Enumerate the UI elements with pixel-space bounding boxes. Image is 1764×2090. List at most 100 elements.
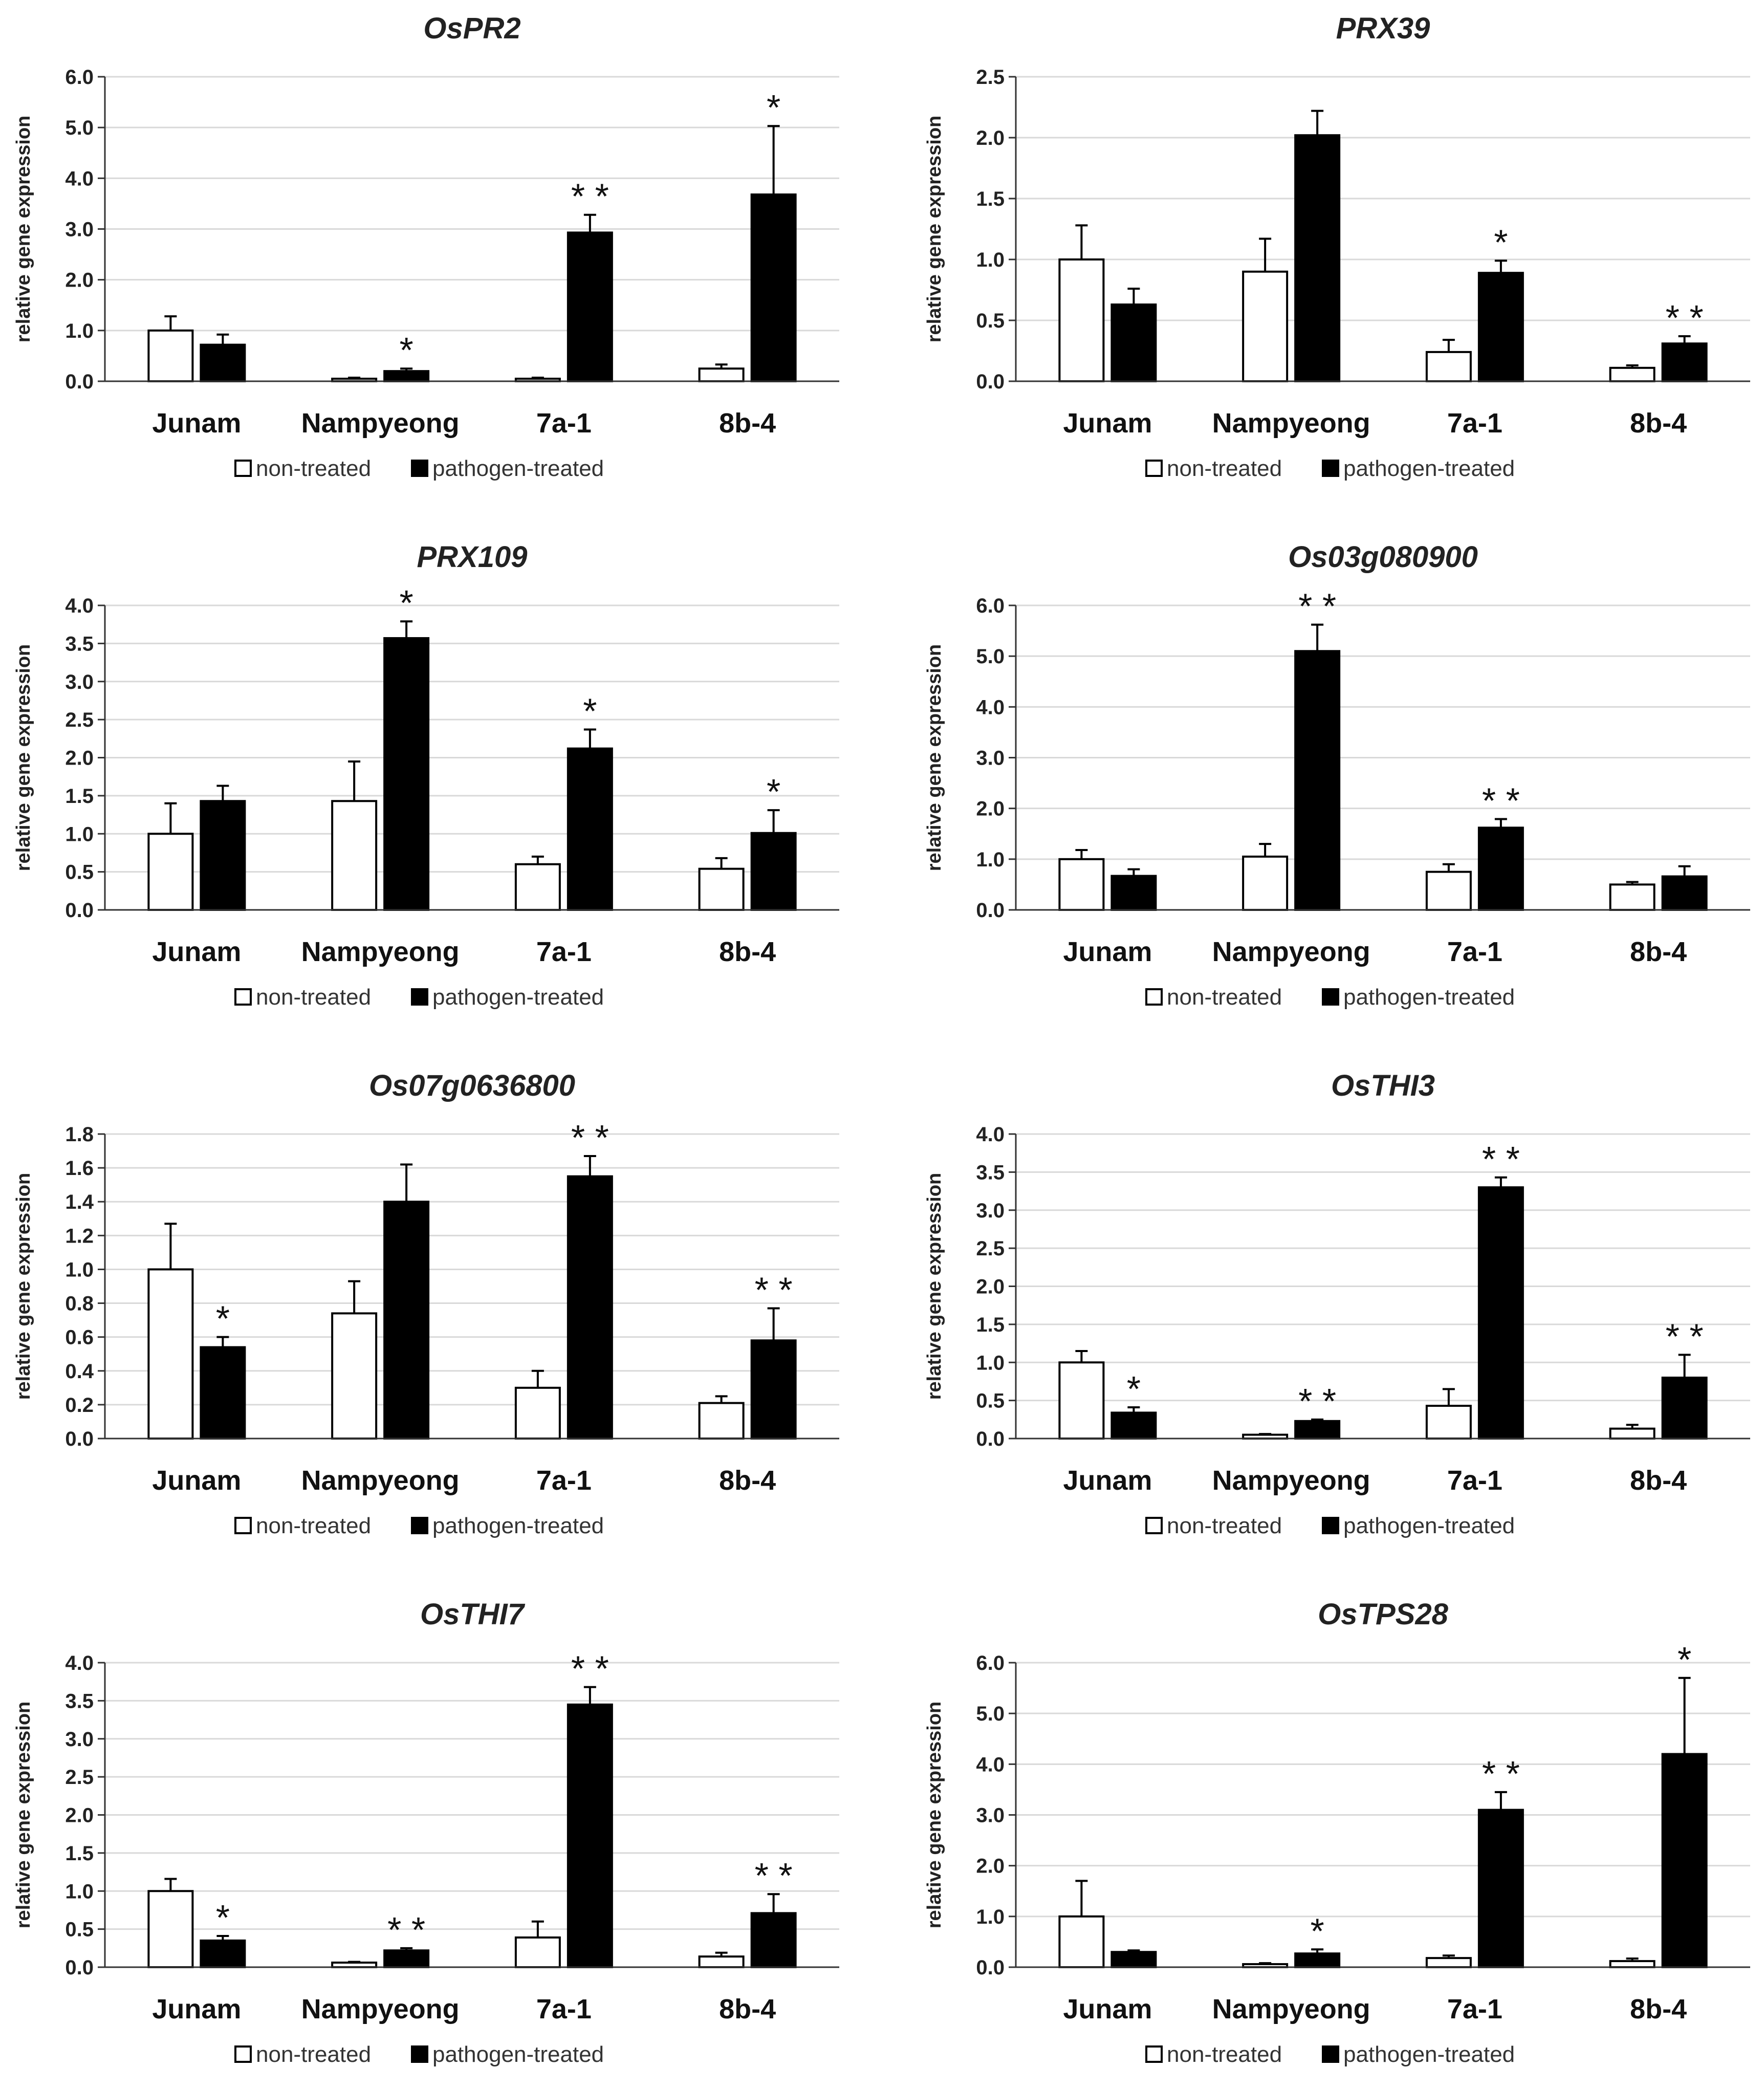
y-tick-label: 1.2: [65, 1225, 94, 1247]
chart-panel-0: OsPR2 0.0 1.0 2.0 3.0 4.0 5.0 6.0 relative gene …: [13, 12, 839, 481]
y-axis-title: relative gene expression: [13, 644, 34, 872]
significance-marker: * *: [571, 1118, 609, 1158]
bar-non-treated-7a-1: [514, 1936, 561, 1968]
significance-marker: *: [400, 330, 413, 370]
y-tick-label: 1.0: [976, 1906, 1005, 1928]
significance-marker: * *: [571, 1649, 609, 1689]
bar-pathogen-treated-Nampyeong: [1294, 134, 1341, 382]
bar-non-treated-7a-1: [514, 863, 561, 911]
y-tick-label: 0.5: [65, 861, 94, 884]
category-label-7a-1: 7a-1: [536, 408, 592, 439]
y-tick-label: 3.0: [976, 1804, 1005, 1827]
legend-swatch-pathogen-treated: [411, 460, 428, 477]
y-tick-label: 2.0: [65, 269, 94, 292]
bar-pathogen-treated-8b-4: [750, 193, 797, 382]
bar-pathogen-treated-7a-1: [567, 1703, 613, 1968]
category-label-8b-4: 8b-4: [719, 1465, 776, 1496]
y-tick-label: 2.0: [976, 1276, 1005, 1298]
chart-panel-5: OsTHI3 0.0 0.5 1.0 1.5 2.0 2.5 3.0 3.5 4.0 relativ…: [924, 1069, 1750, 1538]
y-tick-label: 0.0: [976, 899, 1005, 922]
legend: non-treated pathogen-treated: [234, 985, 604, 1010]
bar-pathogen-treated-Junam: [200, 1939, 246, 1968]
y-tick-label: 4.0: [65, 595, 94, 617]
y-tick-label: 1.5: [65, 1842, 94, 1865]
significance-marker: * *: [1482, 1139, 1520, 1179]
category-label-Nampyeong: Nampyeong: [1212, 408, 1370, 439]
legend-swatch-pathogen-treated: [411, 1517, 428, 1534]
y-tick-label: 1.5: [65, 785, 94, 808]
bar-non-treated-Nampyeong: [1242, 855, 1289, 911]
significance-marker: * *: [387, 1910, 425, 1950]
legend-label-pathogen-treated: pathogen-treated: [1343, 1513, 1515, 1538]
significance-marker: * *: [571, 177, 609, 216]
bar-pathogen-treated-7a-1: [567, 747, 613, 911]
bar-non-treated-7a-1: [514, 1386, 561, 1440]
legend-swatch-non-treated: [234, 460, 252, 477]
category-label-Junam: Junam: [152, 408, 241, 439]
bar-pathogen-treated-Nampyeong: [383, 1949, 430, 1969]
bar-pathogen-treated-Nampyeong: [1294, 650, 1341, 911]
legend-label-pathogen-treated: pathogen-treated: [1343, 2042, 1515, 2067]
bar-pathogen-treated-7a-1: [1477, 1809, 1524, 1968]
bar-pathogen-treated-Junam: [1110, 1411, 1157, 1440]
category-label-7a-1: 7a-1: [536, 1465, 592, 1496]
legend-swatch-pathogen-treated: [1322, 460, 1339, 477]
legend-label-pathogen-treated: pathogen-treated: [1343, 456, 1515, 481]
bar-non-treated-8b-4: [1609, 1427, 1656, 1440]
y-tick-label: 1.0: [976, 848, 1005, 871]
chart-title: PRX39: [1336, 12, 1430, 45]
y-tick-label: 5.0: [976, 645, 1005, 668]
category-label-7a-1: 7a-1: [536, 1994, 592, 2024]
bar-pathogen-treated-7a-1: [1477, 272, 1524, 382]
significance-marker: * *: [1298, 1381, 1336, 1421]
significance-marker: * *: [755, 1856, 793, 1896]
bar-pathogen-treated-8b-4: [750, 1339, 797, 1440]
y-tick-label: 0.4: [65, 1360, 94, 1383]
significance-marker: * *: [1482, 780, 1520, 820]
y-tick-label: 3.0: [976, 747, 1005, 770]
legend-label-pathogen-treated: pathogen-treated: [1343, 985, 1515, 1010]
legend-label-non-treated: non-treated: [256, 456, 371, 481]
significance-marker: *: [1311, 1911, 1324, 1951]
y-tick-label: 0.0: [976, 371, 1005, 393]
legend: non-treated pathogen-treated: [1145, 2042, 1515, 2067]
bar-non-treated-7a-1: [1425, 870, 1472, 911]
bar-non-treated-Junam: [147, 1890, 194, 1968]
legend-label-non-treated: non-treated: [256, 1513, 371, 1538]
bar-non-treated-Nampyeong: [1242, 270, 1289, 382]
category-label-7a-1: 7a-1: [1447, 1994, 1502, 2024]
bar-pathogen-treated-Nampyeong: [1294, 1952, 1341, 1968]
legend-label-non-treated: non-treated: [1167, 456, 1282, 481]
category-label-7a-1: 7a-1: [1447, 937, 1502, 967]
bar-non-treated-8b-4: [698, 367, 745, 382]
bar-non-treated-Nampyeong: [331, 800, 378, 911]
chart-title: Os07g0636800: [369, 1069, 575, 1102]
significance-marker: *: [1494, 222, 1508, 262]
y-axis-title: relative gene expression: [924, 1173, 945, 1400]
bar-non-treated-7a-1: [1425, 1957, 1472, 1969]
category-label-Junam: Junam: [1063, 408, 1152, 439]
y-tick-label: 0.6: [65, 1326, 94, 1349]
y-tick-label: 1.5: [976, 188, 1005, 210]
category-label-8b-4: 8b-4: [1630, 937, 1687, 967]
y-tick-label: 6.0: [65, 66, 94, 89]
legend-swatch-pathogen-treated: [411, 988, 428, 1006]
significance-marker: *: [767, 772, 780, 812]
bar-non-treated-8b-4: [698, 867, 745, 911]
bar-pathogen-treated-Nampyeong: [383, 370, 430, 383]
y-tick-label: 0.5: [976, 1390, 1005, 1412]
category-label-7a-1: 7a-1: [1447, 408, 1502, 439]
y-tick-label: 0.8: [65, 1293, 94, 1315]
y-tick-label: 0.0: [65, 1956, 94, 1979]
significance-marker: * *: [755, 1270, 793, 1310]
y-tick-label: 2.5: [976, 1237, 1005, 1260]
legend-label-pathogen-treated: pathogen-treated: [432, 985, 604, 1010]
bar-non-treated-8b-4: [698, 1402, 745, 1440]
chart-panel-2: PRX109 0.0 0.5 1.0 1.5 2.0 2.5 3.0 3.5 4.0 relativ…: [13, 540, 839, 1010]
legend: non-treated pathogen-treated: [234, 2042, 604, 2067]
legend-swatch-non-treated: [234, 1517, 252, 1534]
bar-pathogen-treated-7a-1: [567, 1175, 613, 1440]
bar-non-treated-Junam: [1058, 1361, 1105, 1440]
y-axis-title: relative gene expression: [13, 116, 34, 343]
bar-pathogen-treated-8b-4: [750, 1912, 797, 1969]
